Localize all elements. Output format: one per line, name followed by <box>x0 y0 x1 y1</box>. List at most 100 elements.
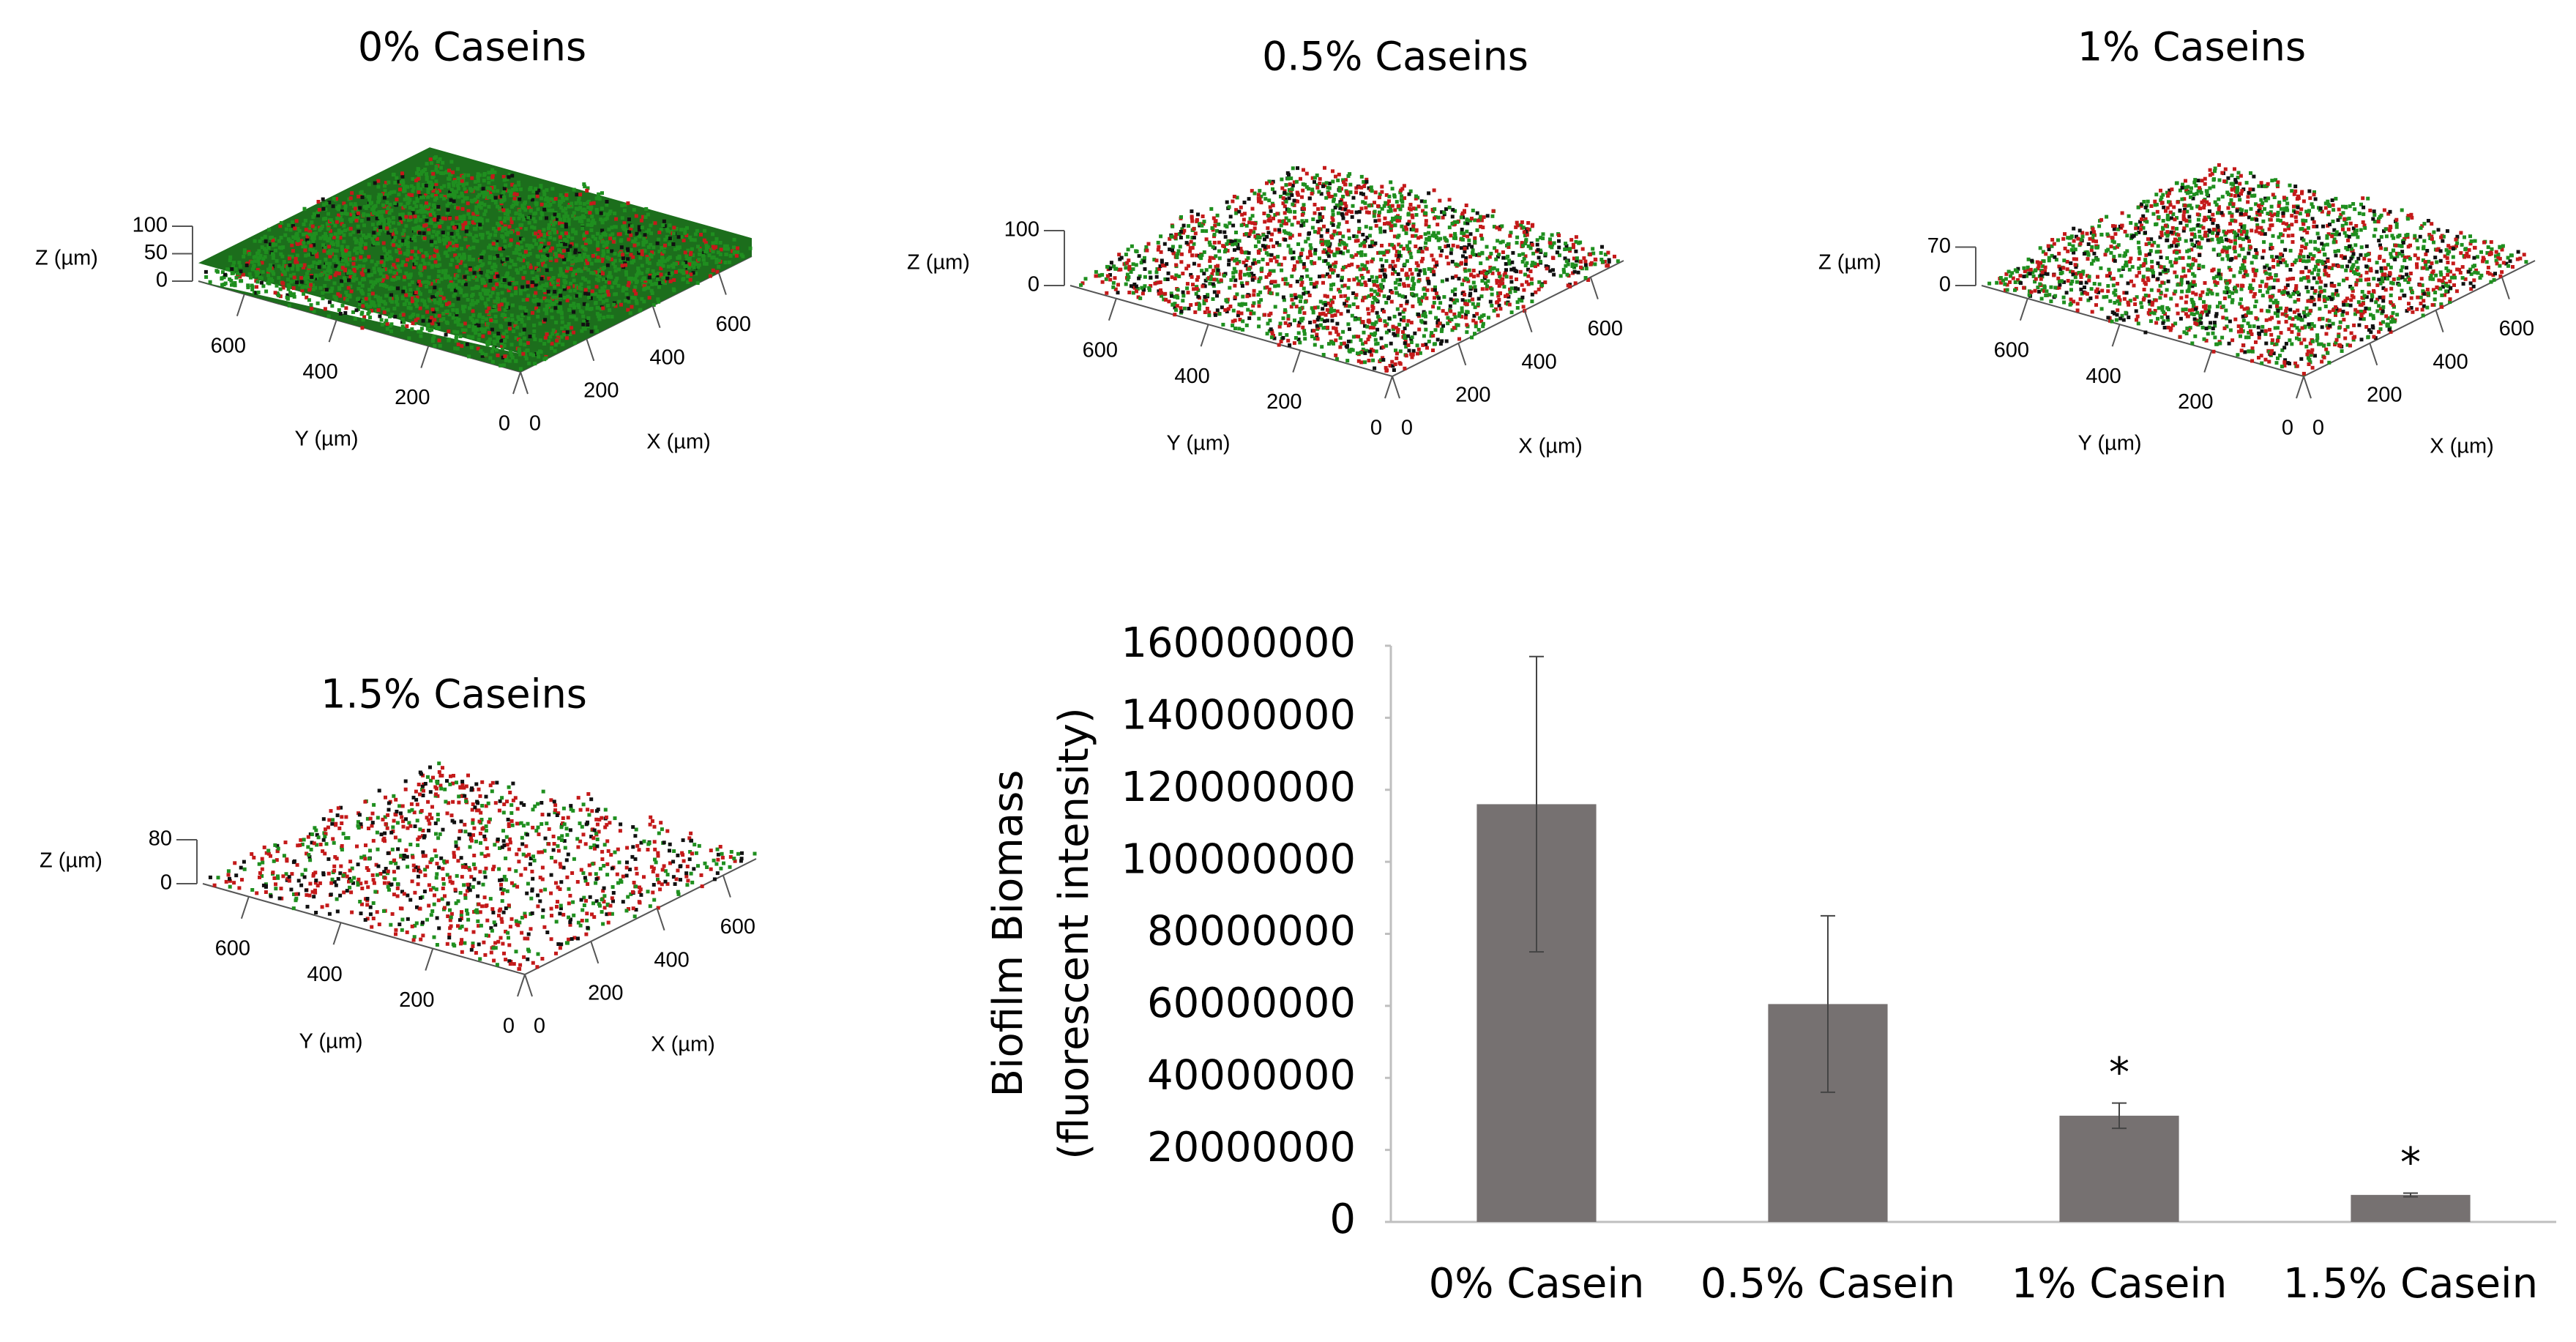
cell-dot <box>1399 318 1403 322</box>
cell-dot <box>359 243 363 247</box>
cell-dot <box>388 314 392 318</box>
cell-dot <box>446 208 450 212</box>
cell-dot <box>454 179 458 184</box>
cell-dot <box>1335 321 1340 326</box>
cell-dot <box>1318 212 1322 216</box>
cell-dot <box>616 267 621 272</box>
cell-dot <box>1441 215 1445 220</box>
cell-dot <box>455 318 460 323</box>
cell-dot <box>360 283 365 288</box>
cell-dot <box>1479 218 1484 223</box>
cell-dot <box>290 266 294 271</box>
cell-dot <box>556 217 559 221</box>
cell-dot <box>381 241 386 245</box>
cell-dot <box>478 292 482 296</box>
cell-dot <box>522 306 526 310</box>
cell-dot <box>1400 194 1404 198</box>
cell-dot <box>1209 206 1214 211</box>
cell-dot <box>449 187 454 192</box>
cell-dot <box>1288 236 1293 240</box>
cell-dot <box>488 294 493 298</box>
cell-dot <box>1395 307 1400 311</box>
cell-dot <box>340 218 344 223</box>
cell-dot <box>582 255 586 259</box>
cell-dot <box>1241 319 1245 324</box>
cell-dot <box>1234 211 1239 215</box>
cell-dot <box>565 215 570 218</box>
cell-dot <box>1263 197 1268 201</box>
cell-dot <box>1439 329 1444 333</box>
cell-dot <box>1517 297 1522 302</box>
cell-dot <box>1350 262 1354 266</box>
cell-dot <box>447 193 451 198</box>
cell-dot <box>572 340 577 345</box>
cell-dot <box>1485 256 1490 261</box>
cell-dot <box>1364 266 1368 271</box>
cell-dot <box>416 313 420 318</box>
cell-dot <box>346 286 351 290</box>
cell-dot <box>573 248 578 253</box>
cell-dot <box>1214 254 1218 258</box>
cell-dot <box>507 288 511 293</box>
cell-dot <box>1591 251 1596 256</box>
cell-dot <box>732 245 736 250</box>
cell-dot <box>526 215 531 220</box>
cell-dot <box>545 196 548 201</box>
cell-dot <box>632 296 637 300</box>
cell-dot <box>586 292 591 297</box>
cell-dot <box>477 193 482 197</box>
cell-dot <box>711 250 715 254</box>
cell-dot <box>312 212 316 216</box>
cell-dot <box>1363 360 1367 365</box>
cell-dot <box>668 223 672 228</box>
cell-dot <box>573 217 578 220</box>
cell-dot <box>348 275 353 279</box>
cell-dot <box>1359 283 1364 287</box>
cell-dot <box>362 258 367 263</box>
cell-dot <box>1487 316 1490 320</box>
cell-dot <box>1201 215 1205 218</box>
cell-dot <box>510 182 515 187</box>
cell-dot <box>1303 299 1307 304</box>
cell-dot <box>506 231 510 235</box>
cell-dot <box>1396 327 1400 332</box>
cell-dot <box>1313 248 1318 252</box>
cell-dot <box>456 176 460 180</box>
cell-dot <box>266 273 271 277</box>
cell-dot <box>433 223 438 228</box>
cell-dot <box>409 184 414 188</box>
cell-dot <box>1104 277 1108 281</box>
cell-dot <box>1270 280 1274 284</box>
cell-dot <box>245 261 250 266</box>
cell-dot <box>1411 304 1415 308</box>
cell-dot <box>502 278 507 282</box>
cell-dot <box>408 273 413 277</box>
cell-dot <box>556 340 561 345</box>
cell-dot <box>360 326 365 330</box>
cell-dot <box>560 222 564 226</box>
cell-dot <box>456 297 460 301</box>
cell-dot <box>505 257 509 261</box>
cell-dot <box>1465 277 1469 282</box>
cell-dot <box>572 302 576 306</box>
cell-dot <box>493 342 497 346</box>
cell-dot <box>542 238 546 242</box>
cell-dot <box>507 359 512 363</box>
cell-dot <box>1372 296 1376 299</box>
cell-dot <box>447 168 451 173</box>
cell-dot <box>718 252 723 256</box>
cell-dot <box>1419 259 1424 264</box>
cell-dot <box>501 257 506 261</box>
cell-dot <box>1283 197 1288 201</box>
cell-dot <box>588 211 592 215</box>
cell-dot <box>1370 304 1375 308</box>
cell-dot <box>1283 204 1287 209</box>
cell-dot <box>1343 302 1347 306</box>
cell-dot <box>393 181 397 184</box>
cell-dot <box>1171 302 1175 307</box>
cell-dot <box>348 269 352 273</box>
cell-dot <box>374 263 378 267</box>
cell-dot <box>497 227 501 231</box>
cell-dot <box>514 321 518 325</box>
cell-dot <box>1529 277 1534 281</box>
